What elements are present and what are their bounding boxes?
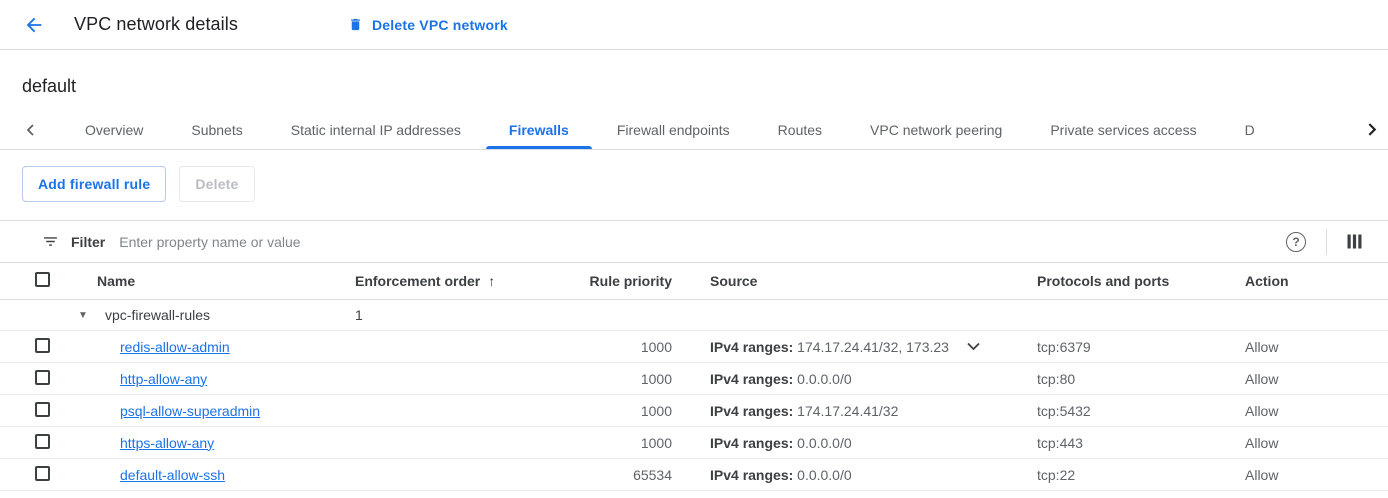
column-header-action: Action — [1245, 273, 1289, 289]
firewall-rule-link[interactable]: https-allow-any — [120, 434, 215, 451]
rule-action: Allow — [1245, 338, 1279, 355]
column-header-source: Source — [710, 273, 758, 289]
tab-firewalls[interactable]: Firewalls — [485, 110, 592, 149]
row-checkbox[interactable] — [35, 369, 50, 385]
row-checkbox[interactable] — [35, 433, 50, 449]
table-row: http-allow-any 1000 IPv4 ranges: 0.0.0.0… — [0, 363, 1388, 395]
source-ranges: IPv4 ranges: 0.0.0.0/0 — [710, 466, 852, 483]
protocols-ports: tcp:443 — [1037, 434, 1083, 451]
filter-label: Filter — [71, 233, 106, 250]
row-checkbox[interactable] — [35, 465, 50, 481]
column-header-name: Name — [97, 273, 136, 289]
network-name: default — [22, 76, 77, 96]
firewall-rule-link[interactable]: redis-allow-admin — [120, 338, 230, 355]
chevron-right-icon — [1368, 122, 1376, 136]
chevron-down-icon[interactable] — [967, 342, 980, 351]
firewall-rules-table: Name Enforcement order ↑ Rule priority So… — [0, 262, 1388, 491]
delete-vpc-network-button[interactable]: Delete VPC network — [348, 16, 508, 33]
protocols-ports: tcp:80 — [1037, 370, 1076, 387]
column-header-enforcement-order[interactable]: Enforcement order ↑ — [355, 273, 496, 289]
tab-overview[interactable]: Overview — [85, 121, 144, 138]
protocols-ports: tcp:22 — [1037, 466, 1076, 483]
firewall-rule-link[interactable]: http-allow-any — [120, 370, 208, 387]
collapse-group-icon[interactable]: ▼ — [78, 309, 88, 321]
source-ranges: IPv4 ranges: 0.0.0.0/0 — [710, 434, 852, 451]
tab-subnets[interactable]: Subnets — [191, 121, 243, 138]
tab-overflow-partial[interactable]: D — [1244, 121, 1254, 138]
rule-action: Allow — [1245, 434, 1279, 451]
tab-routes[interactable]: Routes — [777, 121, 823, 138]
trash-icon — [351, 18, 360, 31]
filter-bar: Filter ? — [0, 220, 1388, 262]
row-checkbox[interactable] — [35, 401, 50, 417]
add-firewall-rule-button[interactable]: Add firewall rule — [22, 166, 167, 202]
toolbar: Add firewall rule Delete — [22, 166, 1388, 202]
source-ranges: IPv4 ranges: 174.17.24.41/32, 173.23 — [710, 338, 949, 355]
source-ranges: IPv4 ranges: 0.0.0.0/0 — [710, 370, 852, 387]
page-header: VPC network details Delete VPC network — [0, 0, 1388, 50]
tab-private-services-access[interactable]: Private services access — [1050, 121, 1197, 138]
delete-button[interactable]: Delete — [179, 166, 255, 202]
tab-scroll-left[interactable] — [25, 123, 37, 136]
chevron-left-icon — [26, 123, 34, 136]
rule-action: Allow — [1245, 370, 1279, 387]
select-all-checkbox[interactable] — [35, 272, 50, 287]
toolbar-divider — [1326, 228, 1327, 255]
arrow-left-icon — [26, 17, 42, 32]
rule-priority: 1000 — [640, 434, 672, 451]
rule-action: Allow — [1245, 466, 1279, 483]
firewall-rule-link[interactable]: psql-allow-superadmin — [120, 402, 261, 419]
protocols-ports: tcp:5432 — [1037, 402, 1091, 419]
column-display-options-button[interactable] — [1347, 234, 1362, 249]
help-icon[interactable]: ? — [1286, 231, 1306, 252]
filter-icon — [44, 237, 57, 246]
tab-vpc-network-peering[interactable]: VPC network peering — [870, 121, 1003, 138]
tab-bar: Overview Subnets Static internal IP addr… — [0, 110, 1388, 150]
delete-vpc-network-label: Delete VPC network — [371, 16, 508, 33]
rule-priority: 1000 — [640, 338, 672, 355]
rule-priority: 65534 — [633, 466, 672, 483]
back-button[interactable] — [22, 13, 46, 37]
rule-action: Allow — [1245, 402, 1279, 419]
table-group-row: ▼ vpc-firewall-rules 1 — [0, 300, 1388, 331]
table-row: default-allow-ssh 65534 IPv4 ranges: 0.0… — [0, 459, 1388, 491]
filter-button[interactable]: Filter — [42, 233, 105, 250]
column-header-rule-priority: Rule priority — [589, 273, 672, 289]
rule-priority: 1000 — [640, 402, 672, 419]
group-name: vpc-firewall-rules — [105, 307, 211, 323]
tab-static-internal-ip-addresses[interactable]: Static internal IP addresses — [290, 121, 461, 138]
filter-input[interactable] — [119, 233, 1286, 250]
sort-ascending-icon: ↑ — [488, 273, 496, 289]
group-enforcement-order: 1 — [355, 307, 363, 323]
tab-scroll-right[interactable] — [1354, 110, 1388, 148]
table-row: https-allow-any 1000 IPv4 ranges: 0.0.0.… — [0, 427, 1388, 459]
source-ranges: IPv4 ranges: 174.17.24.41/32 — [710, 402, 899, 419]
protocols-ports: tcp:6379 — [1037, 338, 1091, 355]
tab-firewall-endpoints[interactable]: Firewall endpoints — [616, 121, 730, 138]
table-row: redis-allow-admin 1000 IPv4 ranges: 174.… — [0, 331, 1388, 363]
page-title: VPC network details — [74, 14, 238, 34]
column-header-protocols: Protocols and ports — [1037, 273, 1170, 289]
table-row: psql-allow-superadmin 1000 IPv4 ranges: … — [0, 395, 1388, 427]
row-checkbox[interactable] — [35, 337, 50, 353]
table-header-row: Name Enforcement order ↑ Rule priority So… — [0, 262, 1388, 300]
rule-priority: 1000 — [640, 370, 672, 387]
firewall-rule-link[interactable]: default-allow-ssh — [120, 466, 226, 483]
columns-icon — [1347, 234, 1362, 249]
